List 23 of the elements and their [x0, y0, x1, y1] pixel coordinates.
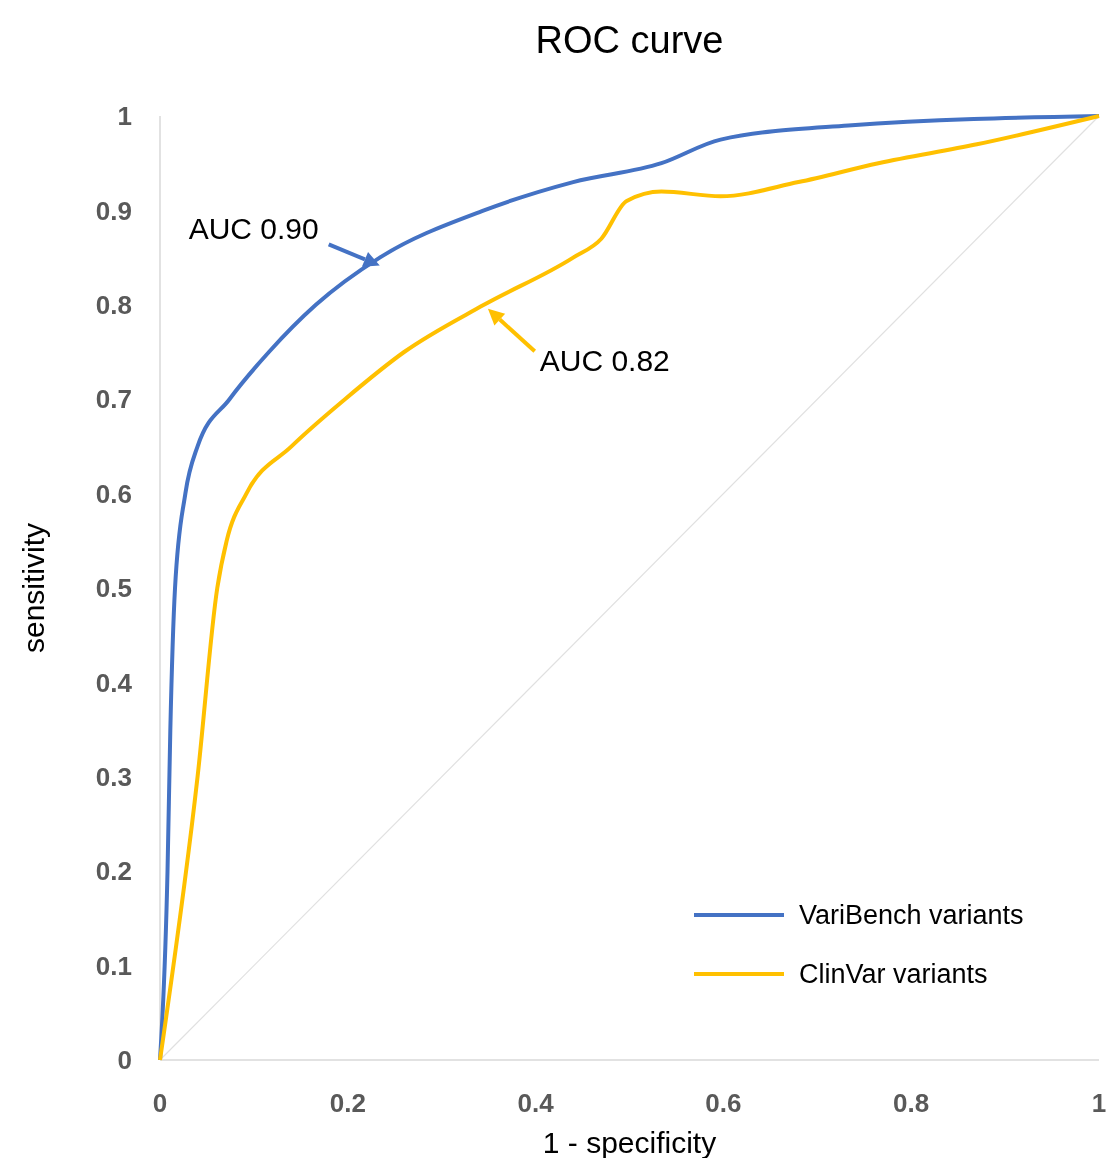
- y-tick-label: 0.3: [95, 761, 132, 792]
- y-tick-label: 0.6: [95, 478, 132, 509]
- y-tick-label: 0.1: [95, 950, 132, 981]
- y-tick-label: 0.8: [95, 289, 132, 320]
- x-tick-label: 0.6: [705, 1088, 742, 1118]
- y-tick-label: 0.9: [95, 195, 132, 226]
- chart-title: ROC curve: [535, 19, 724, 61]
- y-tick-label: 1: [117, 101, 132, 132]
- annotation: AUC 0.90: [188, 212, 319, 246]
- x-tick-label: 0: [152, 1088, 168, 1118]
- y-tick-label: 0.2: [95, 856, 132, 887]
- x-tick-label: 0.8: [893, 1088, 930, 1118]
- legend-label: ClinVar variants: [799, 959, 988, 990]
- y-tick-label: 0.7: [95, 384, 132, 415]
- y-tick-label: 0.4: [95, 667, 133, 698]
- x-tick-label: 0.4: [517, 1088, 555, 1118]
- x-tick-label: 1: [1091, 1088, 1107, 1118]
- y-tick-label: 0.5: [95, 573, 132, 604]
- legend-label: VariBench variants: [799, 900, 1024, 931]
- x-tick-label: 0.2: [329, 1088, 366, 1118]
- y-axis-title: sensitivity: [17, 522, 50, 654]
- y-tick-label: 0: [117, 1045, 132, 1076]
- annotation: AUC 0.82: [539, 344, 670, 378]
